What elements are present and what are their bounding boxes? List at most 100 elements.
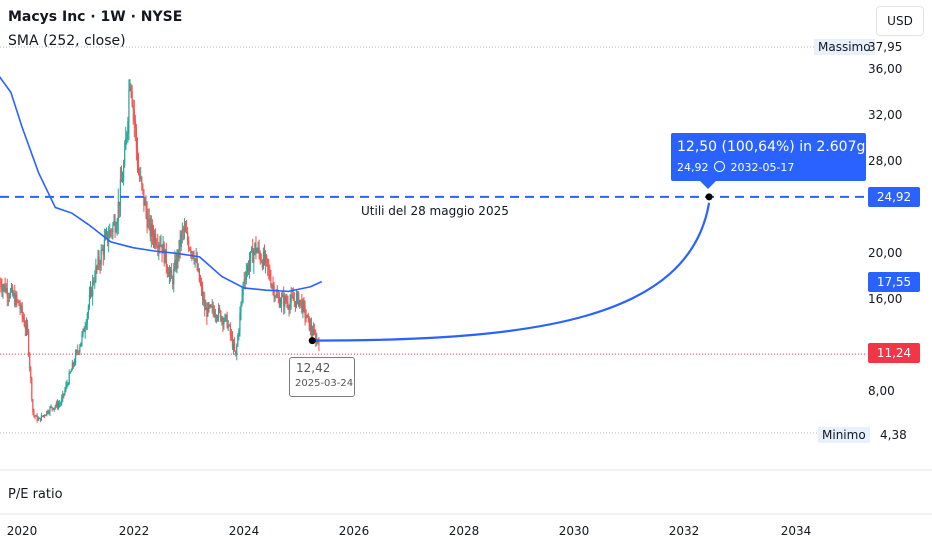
candle-body (177, 252, 179, 258)
candle-body (187, 232, 189, 241)
candle-body (82, 329, 84, 335)
candle-body (99, 264, 101, 266)
candle-body (71, 362, 73, 371)
candle-body (112, 224, 114, 233)
candle-body (229, 325, 231, 335)
candle-body (85, 323, 87, 328)
candle-body (271, 285, 273, 287)
candle-body (256, 250, 258, 253)
price-point-tooltip: 12,42 2025-03-24 (289, 357, 355, 397)
candle-body (286, 301, 288, 303)
candle-body (192, 252, 194, 258)
candle-body (46, 411, 48, 415)
candle-body (37, 418, 39, 421)
candle-body (121, 180, 124, 182)
candle-body (129, 86, 131, 90)
candle-body (294, 301, 297, 307)
candle-body (239, 312, 241, 331)
candle-body (277, 297, 279, 299)
candle-body (252, 247, 254, 263)
candle-body (180, 233, 182, 247)
sma-line (0, 76, 323, 293)
candle-body (123, 165, 125, 181)
candle-body (20, 305, 22, 310)
y-tick: 8,00 (868, 384, 895, 398)
candle-body (78, 351, 80, 353)
x-tick: 2028 (448, 524, 480, 538)
candle-body (304, 305, 306, 318)
candle-body (2, 286, 4, 292)
callout-pointer (700, 181, 716, 189)
candle-body (305, 317, 307, 319)
y-tick: 36,00 (868, 62, 903, 76)
candle-body (255, 243, 257, 253)
candle-body (215, 315, 218, 318)
candle-body (210, 305, 212, 307)
candle-body (206, 308, 208, 317)
point-date: 2025-03-24 (295, 378, 354, 389)
candle-body (293, 300, 295, 302)
candle-body (197, 268, 199, 270)
candle-body (62, 393, 64, 399)
candle-body (114, 220, 116, 233)
candle-body (308, 316, 310, 330)
max-tag: Massimo (814, 39, 875, 55)
candle-body (243, 279, 245, 284)
projection-callout[interactable]: 12,50 (100,64%) in 2.607g 24,92 2032-05-… (671, 133, 866, 181)
candle-body (31, 378, 33, 400)
candle-body (74, 353, 77, 364)
candle-body (133, 109, 135, 122)
indicator-label[interactable]: SMA (252, close) (8, 33, 126, 49)
candle-body (288, 306, 290, 309)
candle-body (302, 301, 304, 312)
candle-body (214, 315, 216, 317)
x-tick: 2032 (668, 524, 700, 538)
projection-main-text: 12,50 (100,64%) in 2.607g (677, 139, 866, 155)
candle-body (152, 235, 155, 241)
x-tick: 2020 (6, 524, 38, 538)
candle-body (181, 229, 183, 234)
candle-body (287, 302, 289, 307)
candle-body (253, 251, 255, 263)
candle-body (226, 314, 228, 328)
currency-button[interactable]: USD (876, 6, 924, 36)
candle-body (251, 247, 253, 252)
candle-body (272, 285, 274, 287)
candle-body (64, 389, 66, 395)
candle-body (155, 233, 157, 245)
candle-body (6, 287, 8, 297)
candle-body (241, 294, 243, 303)
candle-body (44, 415, 46, 417)
candle-body (285, 296, 287, 302)
candle-body (45, 414, 47, 416)
candle-body (105, 231, 108, 235)
candle-body (66, 384, 68, 386)
candle-body (87, 306, 89, 314)
candle-body (289, 301, 291, 309)
candle-body (221, 318, 223, 321)
candle-body (169, 270, 172, 273)
candle-body (208, 304, 210, 307)
candle-body (25, 324, 28, 330)
pe-ratio-label[interactable]: P/E ratio (8, 487, 63, 502)
candle-body (231, 336, 234, 349)
candle-body (200, 284, 203, 288)
candle-body (242, 283, 244, 295)
candle-body (132, 105, 134, 110)
candle-body (90, 288, 93, 297)
candle-body (136, 147, 139, 166)
candle-body (220, 310, 222, 321)
candle-body (19, 305, 21, 310)
candle-body (73, 363, 76, 365)
candle-body (67, 384, 69, 386)
candle-body (93, 280, 95, 283)
candle-body (182, 229, 184, 231)
candle-body (140, 177, 142, 179)
candle-body (109, 230, 111, 238)
candle-body (280, 296, 283, 304)
point-value: 12,42 (296, 361, 331, 375)
candle-body (28, 330, 30, 355)
candle-body (41, 415, 44, 417)
candle-body (17, 300, 19, 302)
